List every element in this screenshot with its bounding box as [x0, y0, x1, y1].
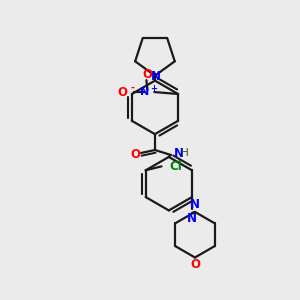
Text: O: O: [142, 68, 152, 81]
Text: Cl: Cl: [169, 160, 182, 173]
Text: O: O: [190, 259, 200, 272]
Text: O: O: [130, 148, 140, 161]
Text: +: +: [150, 84, 157, 93]
Text: N: N: [174, 148, 184, 160]
Text: N: N: [151, 70, 161, 83]
Text: N: N: [190, 198, 200, 211]
Text: N: N: [187, 212, 197, 225]
Text: -: -: [130, 83, 134, 93]
Text: H: H: [181, 148, 188, 158]
Text: O: O: [118, 85, 128, 98]
Text: N: N: [140, 87, 149, 97]
